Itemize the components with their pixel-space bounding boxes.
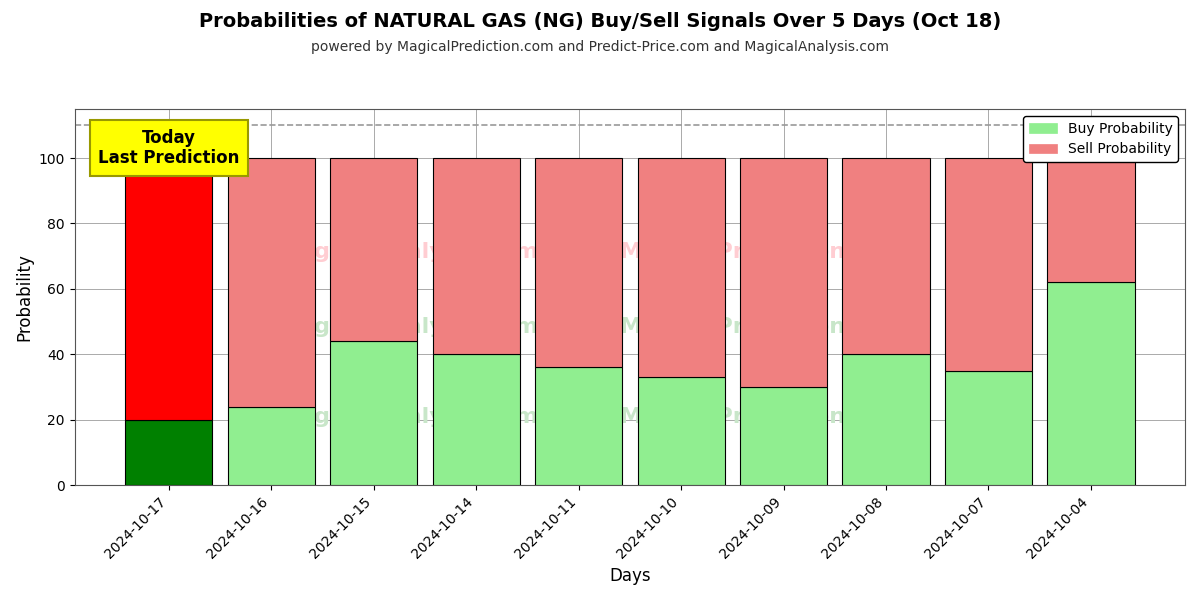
Text: powered by MagicalPrediction.com and Predict-Price.com and MagicalAnalysis.com: powered by MagicalPrediction.com and Pre… xyxy=(311,40,889,54)
X-axis label: Days: Days xyxy=(610,567,650,585)
Bar xyxy=(330,158,418,341)
Bar xyxy=(125,158,212,420)
Bar xyxy=(1048,158,1134,283)
Bar xyxy=(535,367,622,485)
Text: MagicalPrediction.com: MagicalPrediction.com xyxy=(620,407,906,427)
Bar xyxy=(842,158,930,355)
Bar xyxy=(944,158,1032,371)
Legend: Buy Probability, Sell Probability: Buy Probability, Sell Probability xyxy=(1024,116,1178,162)
Text: MagicalAnalysis.com: MagicalAnalysis.com xyxy=(277,242,539,262)
Text: Today
Last Prediction: Today Last Prediction xyxy=(98,128,239,167)
Text: Probabilities of NATURAL GAS (NG) Buy/Sell Signals Over 5 Days (Oct 18): Probabilities of NATURAL GAS (NG) Buy/Se… xyxy=(199,12,1001,31)
Text: MagicalPrediction.com: MagicalPrediction.com xyxy=(620,317,906,337)
Bar xyxy=(637,377,725,485)
Bar xyxy=(637,158,725,377)
Bar xyxy=(740,158,827,387)
Bar xyxy=(740,387,827,485)
Bar xyxy=(432,355,520,485)
Text: MagicalPrediction.com: MagicalPrediction.com xyxy=(620,242,906,262)
Y-axis label: Probability: Probability xyxy=(16,253,34,341)
Bar xyxy=(330,341,418,485)
Text: MagicalAnalysis.com: MagicalAnalysis.com xyxy=(277,407,539,427)
Bar xyxy=(1048,283,1134,485)
Bar xyxy=(125,420,212,485)
Bar xyxy=(228,158,314,407)
Bar xyxy=(535,158,622,367)
Bar xyxy=(228,407,314,485)
Bar xyxy=(842,355,930,485)
Bar xyxy=(432,158,520,355)
Text: MagicalAnalysis.com: MagicalAnalysis.com xyxy=(277,317,539,337)
Bar xyxy=(944,371,1032,485)
